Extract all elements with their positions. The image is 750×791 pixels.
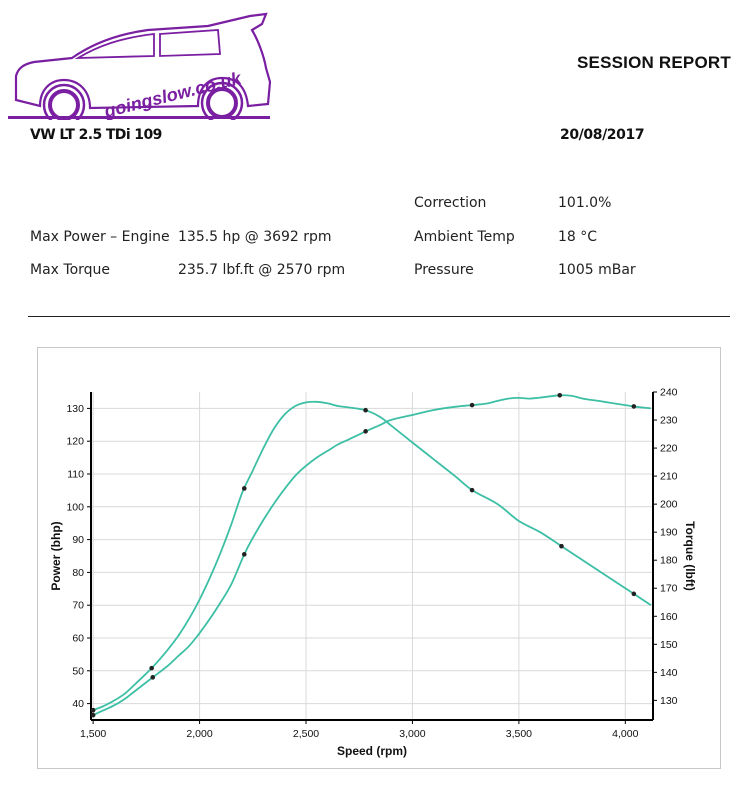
power-marker	[90, 712, 96, 718]
y-tick-label: 100	[66, 501, 84, 513]
ambient-temp-label: Ambient Temp	[414, 229, 515, 245]
x-axis-title: Speed (rpm)	[337, 744, 407, 758]
correction-value: 101.0%	[558, 195, 612, 211]
pressure-value: 1005 mBar	[558, 262, 636, 278]
torque-marker	[149, 665, 154, 671]
power-marker	[557, 392, 563, 398]
torque-marker	[241, 486, 247, 491]
y-tick-label: 70	[72, 600, 84, 612]
report-title: SESSION REPORT	[577, 53, 731, 72]
torque-marker	[631, 591, 637, 597]
y2-tick-label: 190	[660, 527, 678, 539]
correction-label: Correction	[414, 195, 487, 211]
y-tick-label: 80	[72, 567, 84, 579]
pressure-label: Pressure	[414, 262, 474, 278]
y2-axis-title: Torque (lbft)	[683, 521, 697, 591]
torque-marker	[469, 487, 475, 493]
x-tick-label: 2,000	[186, 728, 212, 740]
chart-markers	[90, 392, 637, 718]
chart-labels: 1,500 2,000 2,500 3,000 3,500 4,000 40 50 60 70 80…	[49, 387, 697, 759]
y-tick-label: 60	[72, 633, 84, 645]
y2-tick-label: 160	[660, 611, 678, 623]
x-tick-label: 3,000	[399, 728, 425, 740]
y-tick-label: 130	[66, 403, 84, 415]
goingslow-car-logo: goingslow.co.uk	[8, 12, 272, 120]
y2-tick-label: 180	[660, 555, 678, 567]
power-marker	[150, 675, 156, 680]
y-tick-label: 50	[72, 665, 84, 677]
power-curve	[92, 394, 652, 716]
power-marker	[363, 429, 368, 434]
torque-marker	[90, 707, 96, 713]
x-tick-label: 2,500	[293, 728, 319, 740]
y-tick-label: 110	[67, 469, 84, 481]
max-power-label: Max Power – Engine	[30, 229, 170, 245]
y-tick-label: 120	[66, 436, 84, 448]
y2-tick-label: 140	[660, 667, 678, 679]
max-torque-label: Max Torque	[30, 262, 111, 278]
report-date: 20/08/2017	[560, 127, 645, 143]
power-marker	[241, 552, 247, 557]
x-tick-label: 4,000	[612, 728, 638, 740]
y2-tick-label: 240	[660, 387, 678, 399]
max-power-value: 135.5 hp @ 3692 rpm	[178, 229, 332, 245]
section-divider	[28, 316, 730, 317]
chart-grid	[91, 392, 653, 720]
chart-series	[92, 394, 652, 716]
y-tick-label: 90	[72, 534, 84, 546]
y-tick-label: 40	[72, 698, 84, 710]
power-marker	[631, 404, 637, 409]
chart-axes	[87, 391, 657, 724]
torque-marker	[363, 407, 368, 413]
vehicle-name: VW LT 2.5 TDi 109	[30, 127, 162, 143]
torque-curve	[92, 400, 652, 712]
power-marker	[469, 402, 475, 408]
max-torque-value: 235.7 lbf.ft @ 2570 rpm	[178, 262, 346, 278]
y2-tick-label: 130	[660, 695, 678, 707]
y2-tick-label: 150	[660, 639, 678, 651]
y2-tick-label: 230	[660, 415, 678, 427]
ambient-temp-value: 18 °C	[558, 229, 598, 245]
x-tick-label: 3,500	[506, 728, 532, 740]
torque-marker	[559, 543, 564, 549]
y2-tick-label: 200	[660, 499, 678, 511]
y2-tick-label: 220	[660, 443, 678, 455]
x-tick-label: 1,500	[80, 728, 106, 740]
y2-tick-label: 170	[660, 583, 678, 595]
y2-tick-label: 210	[660, 471, 678, 483]
y-axis-title: Power (bhp)	[49, 521, 63, 590]
